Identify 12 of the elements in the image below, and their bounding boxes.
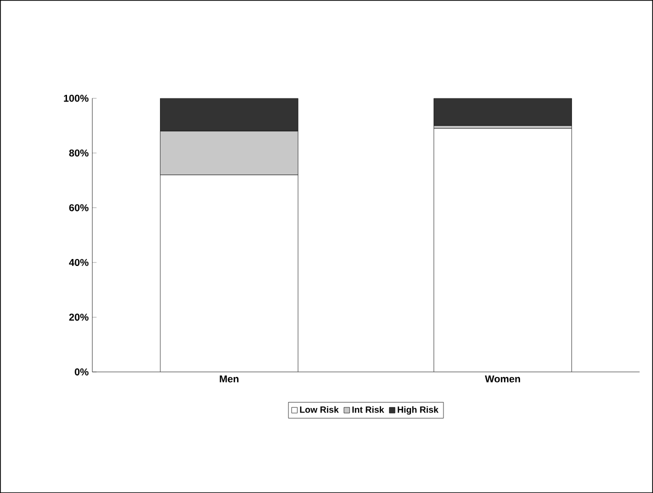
y-tick-label: 100% (64, 94, 89, 102)
y-tick-label: 0% (74, 368, 89, 376)
legend-label: Low Risk (300, 406, 339, 413)
y-tick-label: 40% (69, 258, 89, 266)
y-tick-label: 60% (69, 204, 89, 212)
y-tick-label: 20% (69, 314, 89, 321)
x-tick-label: Men (220, 375, 238, 382)
bar (434, 98, 572, 126)
legend-label: High Risk (398, 406, 438, 415)
legend-label: Int Risk (352, 406, 384, 413)
x-tick-label: Women (484, 375, 520, 382)
y-tick-label: 80% (69, 149, 89, 156)
